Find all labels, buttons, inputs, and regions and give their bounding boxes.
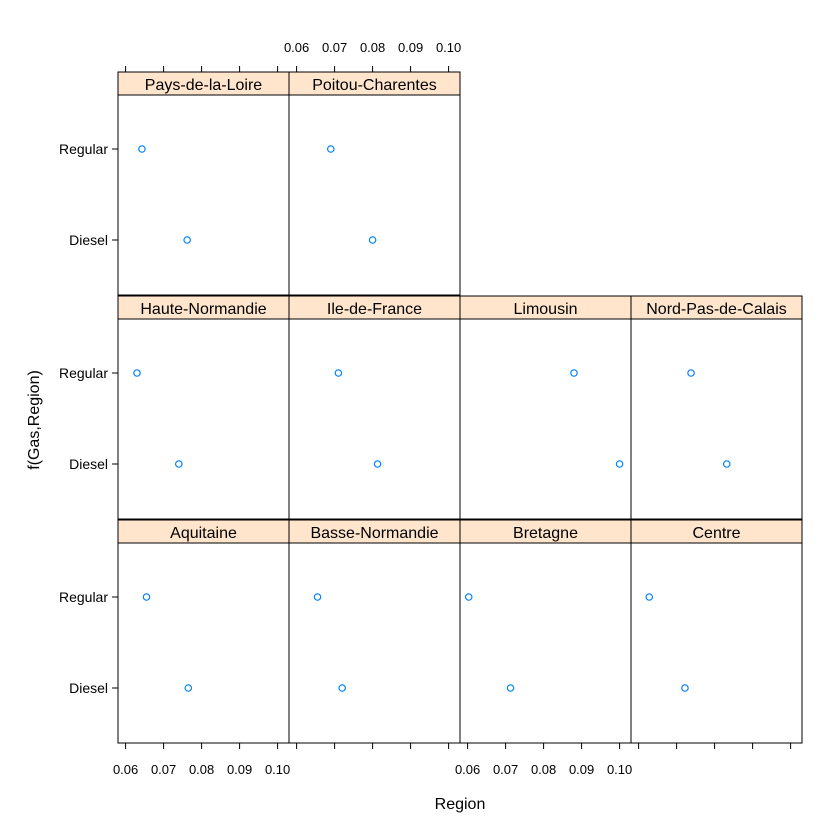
x-tick-label-top-c2-1: 0.07 bbox=[322, 40, 347, 55]
x-tick-label-top-c2-4: 0.10 bbox=[436, 40, 461, 55]
x-tick-label-bottom-c3-1: 0.07 bbox=[493, 762, 518, 777]
point-nord-pas-de-calais-diesel bbox=[722, 460, 731, 468]
point-poitou-charentes-diesel bbox=[368, 236, 377, 244]
y-label-row2-regular: Regular bbox=[59, 365, 108, 381]
x-tick-label-top-c2-0: 0.06 bbox=[284, 40, 309, 55]
point-aquitaine-diesel bbox=[184, 684, 193, 692]
panel-box-nord-pas-de-calais bbox=[630, 318, 803, 520]
point-poitou-charentes-regular bbox=[326, 145, 335, 153]
panel-ile-de-france: Ile-de-France bbox=[288, 295, 461, 520]
y-label-row1-diesel: Diesel bbox=[69, 680, 108, 696]
y-label-row1-regular: Regular bbox=[59, 589, 108, 605]
strip-label-centre: Centre bbox=[692, 525, 740, 542]
x-tick-label-bottom-c1-1: 0.07 bbox=[151, 762, 176, 777]
x-tick-label-bottom-c1-2: 0.08 bbox=[189, 762, 214, 777]
strip-label-poitou-charentes: Poitou-Charentes bbox=[312, 77, 437, 94]
point-aquitaine-regular bbox=[142, 593, 151, 601]
x-tick-label-bottom-c1-4: 0.10 bbox=[265, 762, 290, 777]
x-tick-label-top-c2-3: 0.09 bbox=[398, 40, 423, 55]
point-haute-normandie-regular bbox=[133, 369, 141, 377]
x-tick-label-bottom-c1-0: 0.06 bbox=[113, 762, 138, 777]
strip-label-aquitaine: Aquitaine bbox=[170, 525, 237, 542]
point-centre-diesel bbox=[681, 684, 689, 692]
panels-layer: Aquitaine Basse-Normandie Bretagne Centre Ha… bbox=[117, 71, 803, 744]
strip-label-basse-normandie: Basse-Normandie bbox=[310, 525, 438, 542]
y-axis-title: f(Gas,Region) bbox=[26, 370, 43, 470]
strip-label-bretagne: Bretagne bbox=[513, 525, 578, 542]
panel-box-limousin bbox=[459, 318, 632, 520]
point-basse-normandie-regular bbox=[313, 593, 322, 601]
x-tick-label-top-c2-2: 0.08 bbox=[360, 40, 385, 55]
point-pays-de-la-loire-diesel bbox=[183, 236, 191, 244]
panel-box-centre bbox=[630, 542, 803, 744]
panel-box-aquitaine bbox=[117, 542, 290, 744]
point-limousin-diesel bbox=[615, 460, 624, 468]
panel-box-ile-de-france bbox=[288, 318, 461, 520]
x-tick-label-bottom-c3-0: 0.06 bbox=[455, 762, 480, 777]
panel-haute-normandie: Haute-Normandie bbox=[117, 295, 290, 520]
panel-pays-de-la-loire: Pays-de-la-Loire bbox=[117, 71, 290, 296]
x-axis-title: Region bbox=[435, 796, 486, 813]
panel-basse-normandie: Basse-Normandie bbox=[288, 519, 461, 744]
strip-label-haute-normandie: Haute-Normandie bbox=[140, 301, 266, 318]
point-nord-pas-de-calais-regular bbox=[687, 369, 695, 377]
axes-layer: Regular Diesel Regular Diesel Regular Diesel 0… bbox=[59, 40, 792, 777]
panel-box-haute-normandie bbox=[117, 318, 290, 520]
strip-label-limousin: Limousin bbox=[513, 301, 577, 318]
panel-box-bretagne bbox=[459, 542, 632, 744]
panel-aquitaine: Aquitaine bbox=[117, 519, 290, 744]
x-tick-label-bottom-c3-3: 0.09 bbox=[569, 762, 594, 777]
point-limousin-regular bbox=[570, 369, 578, 377]
panel-bretagne: Bretagne bbox=[459, 519, 632, 744]
panel-box-pays-de-la-loire bbox=[117, 94, 290, 296]
y-label-row3-regular: Regular bbox=[59, 141, 108, 157]
point-ile-de-france-regular bbox=[334, 369, 343, 377]
x-tick-label-bottom-c3-2: 0.08 bbox=[531, 762, 556, 777]
y-label-row3-diesel: Diesel bbox=[69, 232, 108, 248]
x-tick-label-bottom-c1-3: 0.09 bbox=[227, 762, 252, 777]
panel-box-poitou-charentes bbox=[288, 94, 461, 296]
strip-label-ile-de-france: Ile-de-France bbox=[327, 301, 422, 318]
panel-limousin: Limousin bbox=[459, 295, 632, 520]
point-bretagne-regular bbox=[464, 593, 473, 601]
strip-label-nord-pas-de-calais: Nord-Pas-de-Calais bbox=[646, 301, 787, 318]
point-pays-de-la-loire-regular bbox=[138, 145, 146, 153]
point-basse-normandie-diesel bbox=[338, 684, 347, 692]
point-haute-normandie-diesel bbox=[175, 460, 183, 468]
point-ile-de-france-diesel bbox=[373, 460, 382, 468]
panel-nord-pas-de-calais: Nord-Pas-de-Calais bbox=[630, 295, 803, 520]
panel-centre: Centre bbox=[630, 519, 803, 744]
x-tick-label-bottom-c3-4: 0.10 bbox=[607, 762, 632, 777]
point-centre-regular bbox=[645, 593, 654, 601]
y-label-row2-diesel: Diesel bbox=[69, 456, 108, 472]
strip-label-pays-de-la-loire: Pays-de-la-Loire bbox=[145, 77, 262, 94]
panel-box-basse-normandie bbox=[288, 542, 461, 744]
point-bretagne-diesel bbox=[506, 684, 515, 692]
panel-poitou-charentes: Poitou-Charentes bbox=[288, 71, 461, 296]
